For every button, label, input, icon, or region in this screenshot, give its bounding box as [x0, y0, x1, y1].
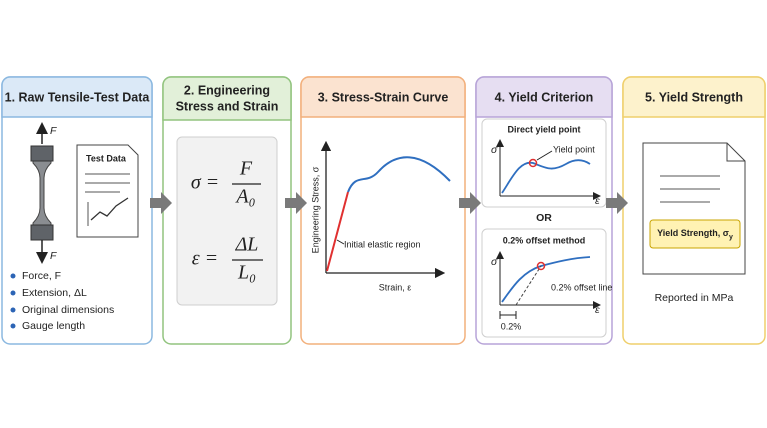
curve: [501, 159, 591, 194]
annotation-pointer: [336, 239, 345, 245]
panel-title: 1. Raw Tensile-Test Data: [5, 90, 151, 104]
formula-lhs: σ =: [191, 172, 219, 194]
flow-arrow: [606, 192, 628, 214]
formula-denominator: L₀: [237, 262, 256, 284]
panel-title: 4. Yield Criterion: [495, 90, 594, 104]
plastic-curve: [347, 156, 451, 193]
panel-title: 3. Stress-Strain Curve: [318, 90, 449, 104]
flow-arrows: [150, 192, 628, 214]
result-box: [649, 219, 741, 249]
result-text: Yield Strength, σ: [657, 228, 729, 238]
panel-header: [622, 76, 766, 118]
bullet: [10, 307, 16, 313]
panel-title: 5. Yield Strength: [645, 90, 743, 104]
y-axis-label: Engineering Stress, σ: [310, 166, 320, 253]
method-title: 0.2% offset method: [503, 235, 586, 245]
bullet-list: Force, F Extension, ΔL Original dimensio…: [10, 270, 114, 332]
x-axis-label: Strain, ε: [379, 282, 412, 292]
formula-numerator: ΔL: [235, 234, 259, 256]
annotation: Yield point: [553, 144, 595, 154]
panel-engineering: 2. Engineering Stress and Strain σ = F A…: [162, 76, 292, 345]
grip: [30, 224, 54, 241]
or-label: OR: [536, 212, 552, 224]
panel-yield-strength: 5. Yield Strength Yield Strength, σy Rep…: [622, 76, 766, 345]
result-label: Yield Strength, σy: [657, 228, 733, 240]
method-box: [481, 118, 607, 208]
offset-line: [515, 265, 542, 306]
document-icon: [76, 144, 139, 238]
force-label: F: [50, 250, 57, 262]
offset-label: 0.2%: [501, 321, 522, 331]
formula-lhs: ε =: [192, 248, 218, 270]
method-title: Direct yield point: [507, 124, 580, 134]
panel-title: 2. Engineering: [184, 83, 270, 97]
bullet-text: Gauge length: [22, 320, 85, 332]
annotation: Initial elastic region: [344, 239, 421, 249]
panel-header: [300, 76, 466, 118]
bullet: [10, 323, 16, 329]
grip: [30, 145, 54, 162]
panel-curve: 3. Stress-Strain Curve Engineering Stres…: [300, 76, 466, 345]
units-note: Reported in MPa: [655, 292, 734, 304]
y-axis-label: σ: [491, 256, 498, 268]
panel-header: [475, 76, 613, 118]
y-axis-label: σ: [491, 144, 498, 156]
x-axis-label: ε: [595, 195, 600, 207]
elastic-segment: [326, 191, 349, 272]
bullet-text: Force, F: [22, 270, 61, 282]
bullet-text: Original dimensions: [22, 304, 114, 316]
force-label: F: [50, 125, 57, 137]
panel-raw-data: 1. Raw Tensile-Test Data F F Test Data F…: [1, 76, 153, 345]
method-box: [481, 228, 607, 338]
yield-marker: [536, 261, 546, 271]
panel-yield-criterion: 4. Yield Criterion Direct yield point σ …: [475, 76, 613, 345]
flow-arrow: [285, 192, 307, 214]
result-subscript: y: [729, 234, 733, 241]
x-axis-label: ε: [595, 304, 600, 316]
mini-chart: [90, 197, 129, 221]
report-icon: [642, 142, 746, 275]
annotation-pointer: [536, 150, 553, 161]
panel-header: [1, 76, 153, 118]
flow-arrow: [459, 192, 481, 214]
offset-bracket: [499, 311, 517, 319]
formula-denominator: A₀: [234, 186, 255, 208]
formula-box: [176, 136, 278, 306]
panel-title: Stress and Strain: [176, 99, 279, 113]
document-title: Test Data: [86, 153, 127, 163]
formula-numerator: F: [239, 158, 253, 180]
flow-arrow: [150, 192, 172, 214]
yield-marker: [528, 158, 538, 168]
bullet: [10, 273, 16, 279]
annotation: 0.2% offset line: [551, 282, 612, 292]
panel-header: [162, 76, 292, 121]
page-fold: [726, 143, 745, 162]
bullet-text: Extension, ΔL: [22, 287, 87, 299]
bullet: [10, 290, 16, 296]
